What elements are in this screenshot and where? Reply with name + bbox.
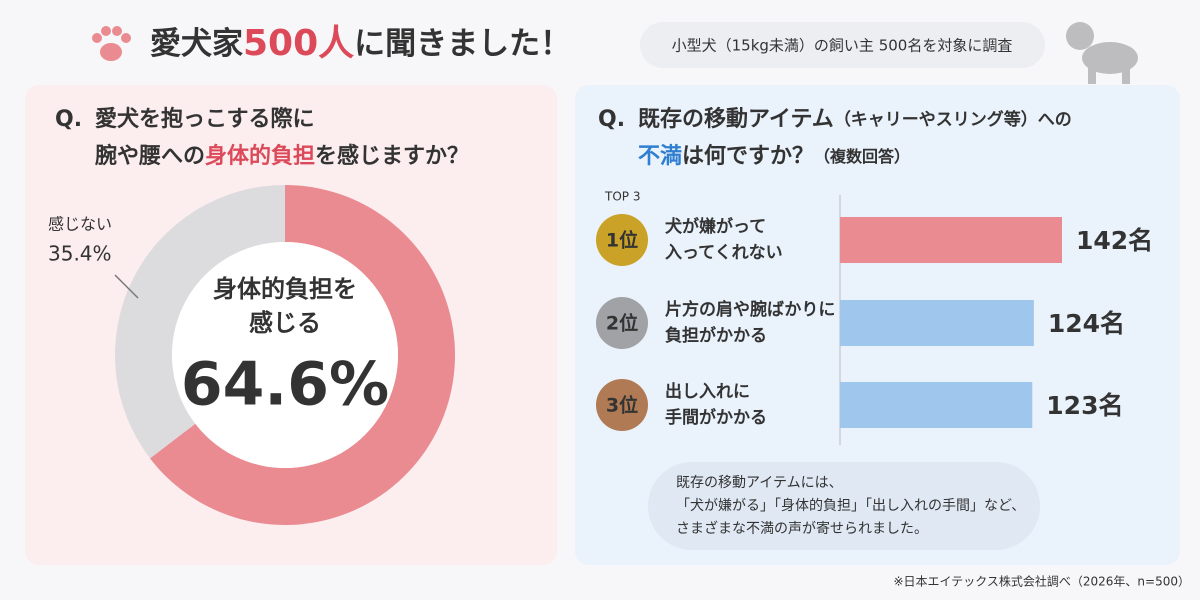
rank-label: 3位 [606,394,638,417]
question: 不満は何ですか？（複数回答） [638,143,910,169]
subtitle-pill [640,22,1045,68]
question-highlight: 身体的負担 [205,143,315,169]
q-mark: Q. [55,107,82,132]
title-part: に聞きました！ [354,26,571,62]
center-label: 身体的負担を [213,275,357,303]
bar [840,217,1062,263]
note-line: 「犬が嫌がる」「身体的負担」「出し入れの手間」など、 [676,498,1025,514]
leader-line [114,274,139,299]
donut-segment [115,185,286,459]
dog-silhouette [1066,22,1138,84]
rank-badge [596,379,648,431]
top-label: TOP 3 [604,190,640,204]
center-value: 64.6% [181,350,389,420]
question: 既存の移動アイテム（キャリーやスリング等）への [638,106,1072,132]
question-part: を感じますか？ [315,143,469,169]
question-part: 腕や腰への [95,143,205,169]
bar-category: 犬が嫌がって [665,216,766,237]
question-part: （複数回答） [814,147,910,166]
paw-icon [92,26,131,61]
bar-value: 123名 [1046,391,1123,420]
question: 腕や腰への身体的負担を感じますか？ [95,143,469,169]
question-part: 既存の移動アイテム [638,106,834,132]
bar-category: 片方の肩や腕ばかりに [665,299,835,320]
footnote: ※日本エイテックス株式会社調べ（2026年、n=500） [893,574,1190,589]
question-part: （キャリーやスリング等）への [834,109,1072,130]
note-box [648,462,1040,550]
bar-category: 手間がかかる [665,407,767,428]
center-label: 感じる [249,309,321,337]
note-line: 既存の移動アイテムには、 [676,475,843,491]
rank-label: 2位 [606,312,638,335]
bar [840,300,1034,346]
q-mark: Q. [598,107,625,132]
question-part: は何ですか？ [682,143,814,169]
title-part: 愛犬家 [150,26,243,62]
bar-category: 入ってくれない [665,243,783,263]
bar-category: 負担がかかる [665,325,767,346]
question-highlight: 不満 [638,143,682,169]
donut-hole [172,242,398,468]
note-line: さまざまな不満の声が寄せられました。 [676,520,928,537]
bar-category: 出し入れに [665,381,750,402]
bar-value: 124名 [1048,309,1125,338]
rank-label: 1位 [606,229,638,252]
question: 愛犬を抱っこする際に [95,106,315,132]
donut-segment [150,185,455,525]
segment-value: 35.4% [48,242,112,266]
segment-label: 感じない [48,215,112,234]
bar [840,382,1033,428]
rank-badge [596,214,648,266]
rank-badge [596,297,648,349]
subtitle: 小型犬（15kg未満）の飼い主 500名を対象に調査 [672,37,1013,55]
page-title: 愛犬家500人に聞きました！ [150,23,571,64]
bar-value: 142名 [1076,226,1153,255]
title-highlight: 500人 [243,23,354,64]
